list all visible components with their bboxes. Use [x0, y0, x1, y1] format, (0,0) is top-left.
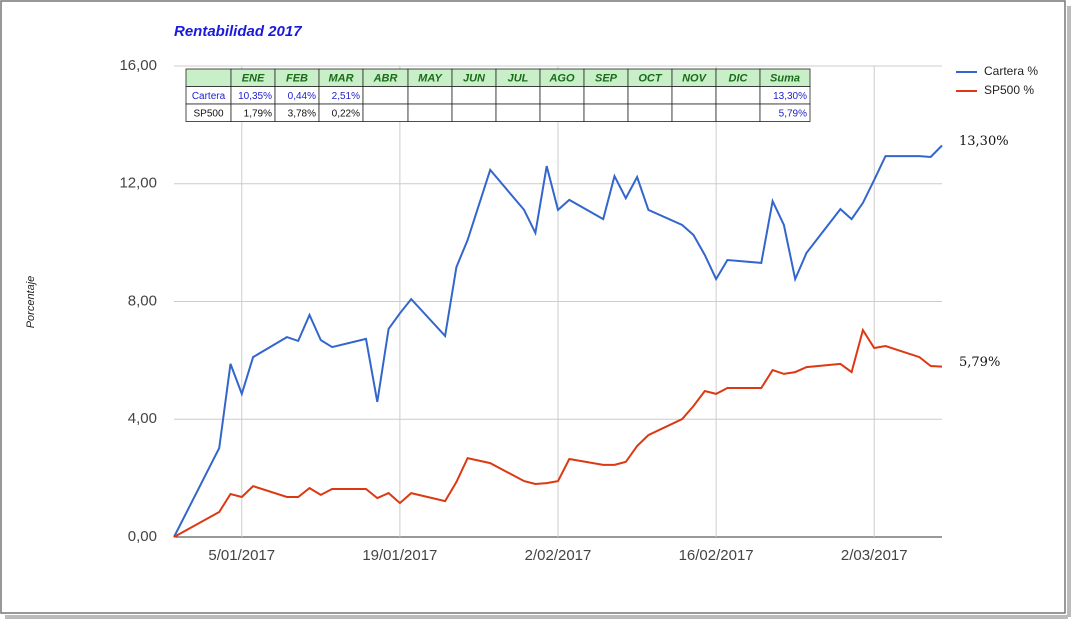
legend-label: SP500 % — [984, 83, 1034, 97]
table-value: 0,44% — [288, 91, 316, 102]
annotation: 13,30% — [959, 134, 1009, 149]
x-tick-label: 5/01/2017 — [208, 547, 275, 564]
annotation: 5,79% — [959, 355, 1000, 370]
table-cell — [495, 103, 541, 122]
legend-label: Cartera % — [984, 64, 1038, 78]
x-tick-label: 2/03/2017 — [841, 547, 908, 564]
table-header: NOV — [682, 73, 708, 85]
y-tick-label: 16,00 — [119, 57, 157, 74]
table-header: MAY — [418, 73, 443, 85]
table-value: 13,30% — [773, 91, 807, 102]
table-cell — [671, 86, 717, 105]
table-value: SP500 — [193, 108, 223, 119]
table-value: 2,51% — [332, 91, 360, 102]
table-value: Cartera — [192, 91, 226, 102]
table-header: Suma — [770, 73, 800, 85]
table-cell — [715, 86, 761, 105]
table-header: ABR — [373, 73, 398, 85]
table-cell — [407, 103, 453, 122]
table-header: DIC — [729, 73, 749, 85]
table-header: AGO — [548, 73, 575, 85]
x-tick-label: 2/02/2017 — [525, 547, 592, 564]
table-cell — [715, 103, 761, 122]
x-tick-label: 16/02/2017 — [679, 547, 754, 564]
table-cell — [539, 86, 585, 105]
x-tick-label: 19/01/2017 — [362, 547, 437, 564]
table-value: 3,78% — [288, 108, 316, 119]
table-cell — [362, 86, 409, 105]
table-header: JUN — [463, 73, 486, 85]
table-header: FEB — [286, 73, 308, 85]
table-header: OCT — [638, 73, 663, 85]
table-header: MAR — [328, 73, 353, 85]
table-cell — [627, 103, 673, 122]
line-series — [173, 327, 943, 538]
table-value: 0,22% — [332, 108, 360, 119]
table-cell — [759, 103, 811, 122]
table-value: 1,79% — [244, 108, 272, 119]
table-header: SEP — [595, 73, 618, 85]
table-cell — [407, 86, 453, 105]
table-cell — [583, 86, 629, 105]
table-cell — [539, 103, 585, 122]
y-tick-label: 8,00 — [128, 292, 157, 309]
table-cell — [627, 86, 673, 105]
line-series — [173, 144, 943, 538]
table-cell — [671, 103, 717, 122]
table-cell — [495, 86, 541, 105]
table-value: 5,79% — [779, 108, 807, 119]
y-axis-label: Porcentaje — [25, 276, 37, 329]
y-tick-label: 4,00 — [128, 410, 157, 427]
table-cell — [362, 103, 409, 122]
table-cell — [451, 86, 497, 105]
table-header: ENE — [242, 73, 265, 85]
table-cell — [583, 103, 629, 122]
chart-title: Rentabilidad 2017 — [174, 23, 302, 40]
table-cell — [185, 68, 232, 87]
table-cell — [451, 103, 497, 122]
y-tick-label: 12,00 — [119, 175, 157, 192]
table-header: JUL — [508, 73, 529, 85]
table-value: 10,35% — [238, 91, 272, 102]
y-tick-label: 0,00 — [128, 528, 157, 545]
